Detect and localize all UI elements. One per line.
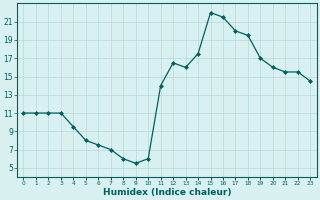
X-axis label: Humidex (Indice chaleur): Humidex (Indice chaleur) bbox=[103, 188, 231, 197]
